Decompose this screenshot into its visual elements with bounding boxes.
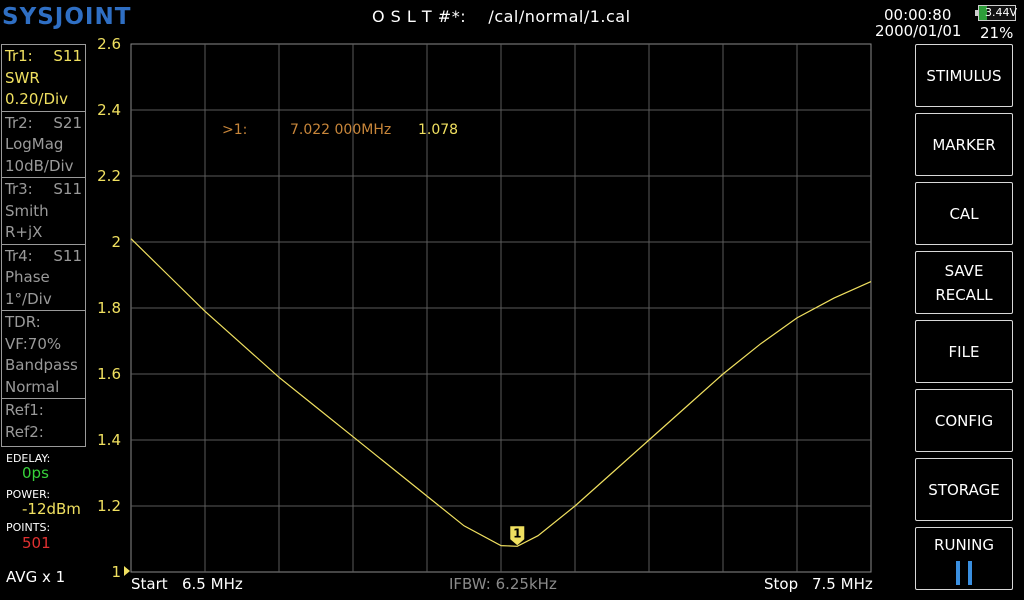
battery-level-fill [979,6,987,20]
stop-frequency[interactable]: 7.5 MHz [812,575,873,593]
y-axis-labels: 2.6 2.4 2.2 2 1.8 1.6 1.4 1.2 1 [97,35,121,581]
cal-button[interactable]: CAL [915,182,1013,245]
trace-4-param: S11 [53,246,82,265]
chart-grid [130,43,872,573]
reference-level-icon [124,566,130,576]
averaging-status: AVG x 1 [6,568,66,586]
ref2-label: Ref2: [5,422,44,441]
power-label: POWER: [6,488,51,501]
trace-3-format: Smith [5,201,49,220]
battery-icon: 3.44V [975,5,1018,21]
trace-3-param: S11 [53,180,82,198]
battery-percent: 21% [980,24,1014,42]
trace-1-box[interactable]: Tr1: S11 SWR 0.20/Div [1,44,86,112]
tdr-mode: Bandpass [5,356,78,374]
clock-date: 2000/01/01 [875,22,962,40]
save-recall-button[interactable]: SAVE RECALL [915,251,1013,314]
y-tick-label: 1.6 [97,365,121,383]
run-status-label: RUNING [934,535,994,554]
trace-3-name: Tr3: [5,180,33,198]
trace-2-scale: 10dB/Div [5,156,74,175]
trace-1-format: SWR [5,68,40,87]
pause-icon [956,560,972,585]
edelay-label: EDELAY: [6,452,51,465]
marker-flag-shape [510,526,525,546]
y-tick-label: 2 [111,233,121,251]
trace-1-param: S11 [53,47,82,65]
ifbw-label: IFBW: 6.25kHz [449,575,557,593]
start-frequency[interactable]: 6.5 MHz [182,575,243,593]
config-button[interactable]: CONFIG [915,389,1013,452]
trace-4-name: Tr4: [5,246,33,265]
trace-3-scale: R+jX [5,223,43,241]
run-pause-button[interactable]: RUNING [915,527,1013,590]
y-tick-label: 2.6 [97,35,121,53]
trace-4-format: Phase [5,268,50,286]
y-tick-label: 1.8 [97,299,121,317]
stimulus-button[interactable]: STIMULUS [915,44,1013,107]
trace-3-box[interactable]: Tr3: S11 Smith R+jX [1,178,86,245]
trace-1-name: Tr1: [5,47,33,65]
trace-2-box[interactable]: Tr2: S21 LogMag 10dB/Div [1,111,86,178]
tdr-label: TDR: [5,313,41,331]
trace-4-scale: 1°/Div [5,289,52,308]
marker-value: 1.078 [418,122,459,138]
marker-label: >1: [222,122,248,138]
start-label: Start [131,575,168,593]
edelay-value: 0ps [22,464,49,482]
points-label: POINTS: [6,521,51,534]
file-button[interactable]: FILE [915,320,1013,383]
y-tick-label: 1 [111,563,121,581]
ref1-label: Ref1: [5,401,44,419]
y-tick-label: 1.4 [97,431,121,449]
storage-button[interactable]: STORAGE [915,458,1013,521]
tdr-vf: VF:70% [5,334,62,353]
trace-2-format: LogMag [5,135,64,153]
trace-2-name: Tr2: [5,113,33,132]
marker-frequency: 7.022 000MHz [290,122,392,138]
battery-voltage: 3.44V [985,6,1018,19]
trace-panel: Tr1: S11 SWR 0.20/Div Tr2: S21 LogMag 10dB… [1,44,86,447]
clock-time: 00:00:80 [884,6,952,24]
trace-4-box[interactable]: Tr4: S11 Phase 1°/Div [1,244,86,311]
marker-1-flag: 1 [510,526,525,546]
power-value: -12dBm [22,500,81,518]
tdr-box[interactable]: TDR: VF:70% Bandpass Normal [1,311,86,399]
stop-label: Stop [764,575,799,593]
tdr-window: Normal [5,377,60,396]
swr-trace-line [130,238,872,547]
ref-box[interactable]: Ref1: Ref2: [1,399,86,447]
points-value: 501 [22,534,51,552]
calibration-status: O S L T #*: /cal/normal/1.cal [372,7,631,26]
marker-flag-number: 1 [513,526,521,540]
y-tick-label: 2.2 [97,167,121,185]
y-tick-label: 1.2 [97,497,121,515]
sysjoint-logo: SYSJOINT [2,4,132,30]
trace-2-param: S21 [53,113,82,132]
trace-1-scale: 0.20/Div [5,90,69,108]
marker-button[interactable]: MARKER [915,113,1013,176]
y-tick-label: 2.4 [97,101,121,119]
